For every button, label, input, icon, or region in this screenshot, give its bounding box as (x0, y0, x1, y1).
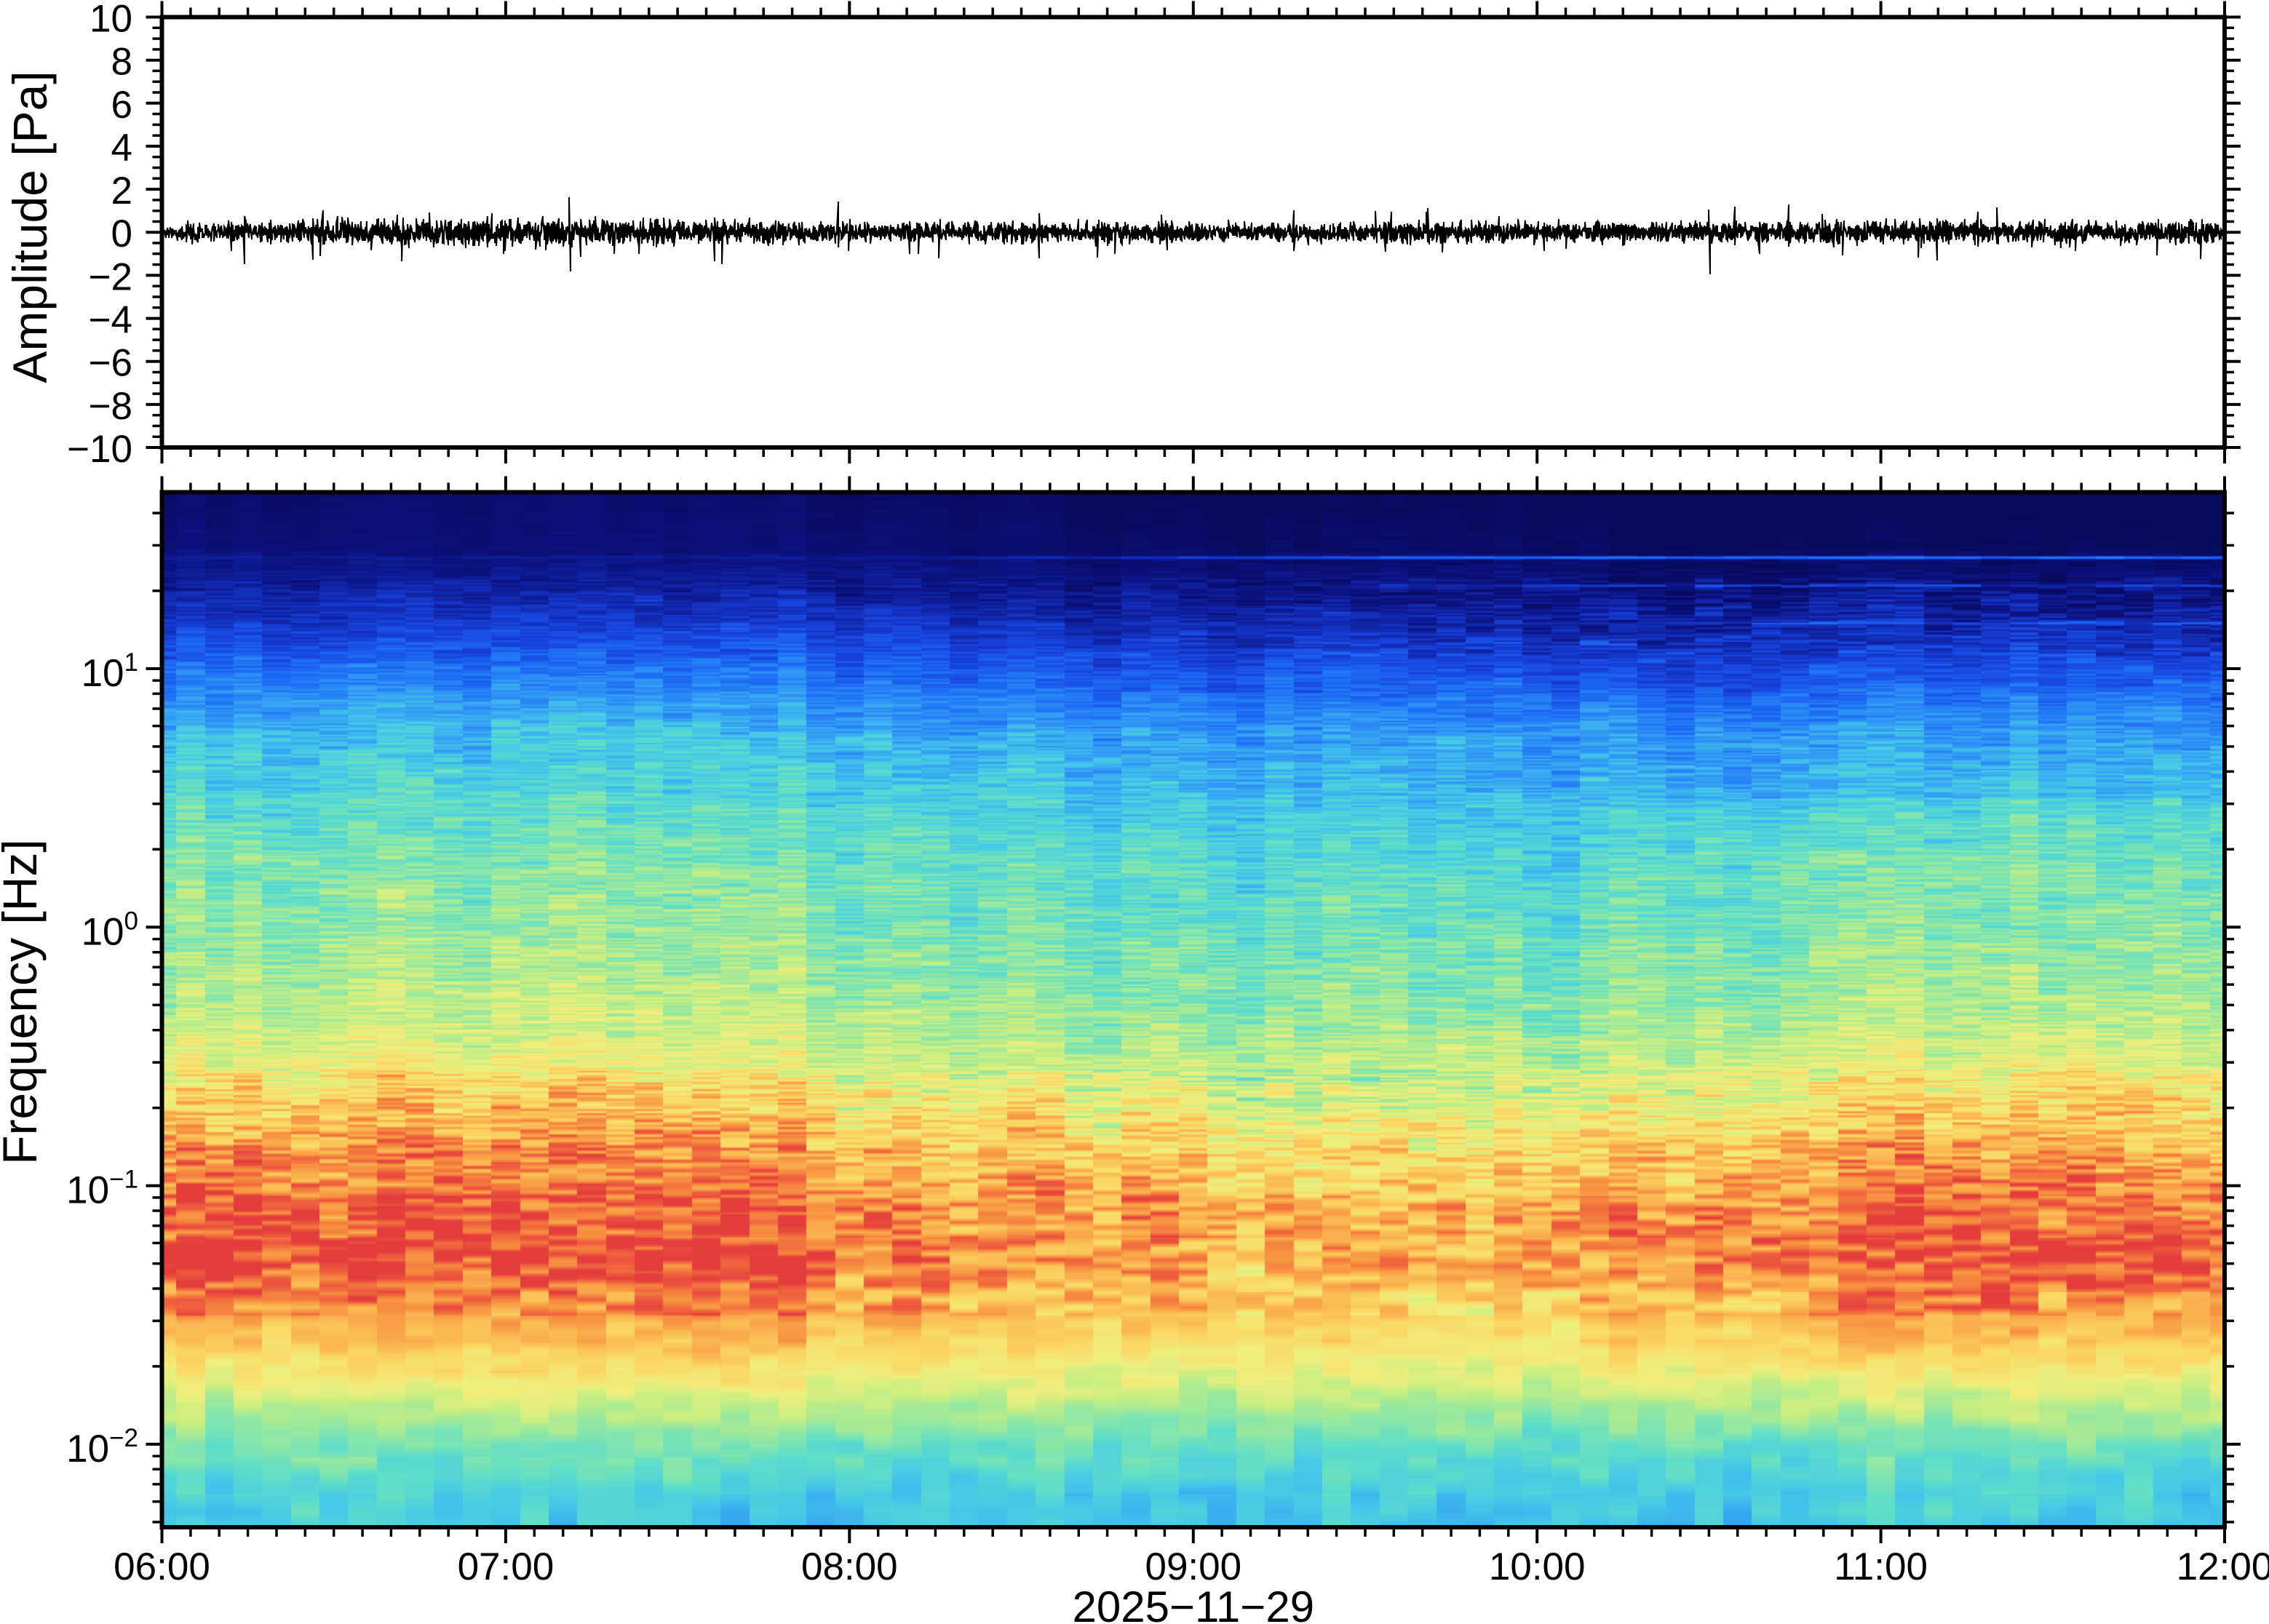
svg-text:10: 10 (90, 0, 132, 41)
svg-text:100: 100 (82, 907, 138, 953)
svg-text:101: 101 (82, 648, 138, 695)
svg-text:−6: −6 (89, 342, 132, 385)
svg-text:09:00: 09:00 (1145, 1545, 1241, 1588)
svg-text:12:00: 12:00 (2177, 1545, 2269, 1588)
svg-text:−8: −8 (89, 385, 132, 428)
svg-text:10:00: 10:00 (1489, 1545, 1586, 1588)
svg-text:4: 4 (111, 127, 132, 170)
svg-text:8: 8 (111, 41, 132, 84)
svg-text:07:00: 07:00 (458, 1545, 555, 1588)
svg-text:Frequency [Hz]: Frequency [Hz] (0, 839, 47, 1165)
svg-text:06:00: 06:00 (114, 1545, 210, 1588)
svg-text:11:00: 11:00 (1834, 1545, 1928, 1588)
svg-text:2: 2 (111, 170, 132, 212)
svg-text:Amplitude [Pa]: Amplitude [Pa] (3, 71, 57, 383)
svg-text:10−2: 10−2 (66, 1424, 138, 1470)
svg-text:−4: −4 (89, 299, 132, 342)
svg-text:0: 0 (111, 212, 132, 255)
svg-text:−2: −2 (89, 255, 132, 298)
svg-text:10−1: 10−1 (66, 1166, 138, 1212)
svg-text:2025−11−29: 2025−11−29 (1073, 1583, 1315, 1624)
svg-text:08:00: 08:00 (801, 1545, 898, 1588)
svg-text:6: 6 (111, 84, 132, 127)
svg-text:−10: −10 (67, 428, 132, 471)
